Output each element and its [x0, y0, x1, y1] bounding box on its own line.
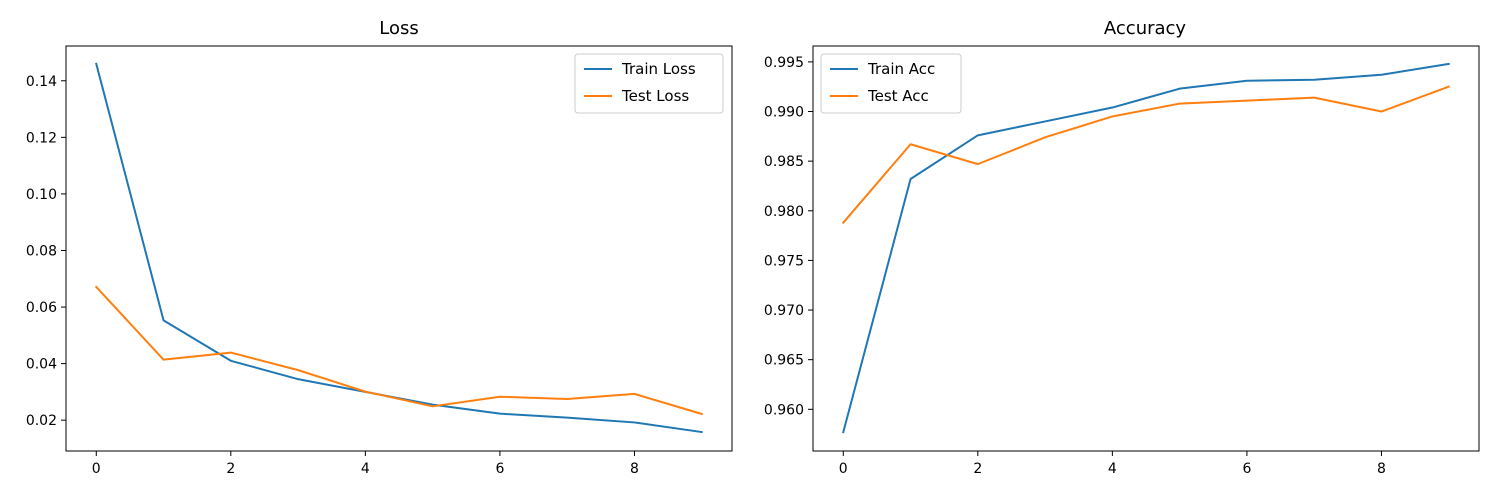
loss-chart-title: Loss [379, 18, 418, 39]
loss-series-test-loss [94, 285, 703, 416]
loss-panel: Loss 0 2 4 6 8 0.02 0.04 0.06 0.08 0.10 0.12 0.14 Tr… [26, 18, 733, 477]
loss-y-tick-label: 0.08 [26, 243, 57, 259]
accuracy-series-train-acc [842, 62, 1450, 434]
accuracy-axes-frame [812, 45, 1480, 452]
loss-x-tick-label: 4 [361, 461, 370, 477]
loss-series-train-loss [95, 62, 703, 434]
accuracy-legend-label: Test Acc [867, 87, 929, 105]
accuracy-legend: Train Acc Test Acc [820, 53, 962, 114]
loss-y-tick-label: 0.14 [26, 74, 57, 90]
loss-x-tick-label: 6 [495, 461, 504, 477]
accuracy-y-tick-label: 0.965 [764, 353, 804, 369]
accuracy-chart-title: Accuracy [1104, 18, 1187, 39]
accuracy-x-tick-label: 4 [1108, 461, 1117, 477]
loss-y-tick-label: 0.10 [26, 187, 57, 203]
accuracy-y-tick-label: 0.995 [764, 55, 804, 71]
loss-y-tick-label: 0.12 [26, 130, 57, 146]
loss-x-tick-label: 0 [92, 461, 101, 477]
accuracy-y-tick-label: 0.960 [764, 402, 804, 418]
accuracy-x-tick-label: 6 [1242, 461, 1251, 477]
accuracy-x-tick-label: 8 [1377, 461, 1386, 477]
accuracy-panel: Accuracy 0 2 4 6 8 0.960 0.965 0.970 0.975 0.980 0… [764, 18, 1480, 477]
accuracy-y-tick-label: 0.970 [764, 303, 804, 319]
accuracy-x-tick-label: 2 [973, 461, 982, 477]
accuracy-y-tick-label: 0.980 [764, 204, 804, 220]
accuracy-legend-label: Train Acc [867, 60, 935, 78]
accuracy-x-tick-label: 0 [839, 461, 848, 477]
loss-axes-frame [65, 45, 733, 452]
accuracy-series-test-acc [841, 85, 1451, 225]
loss-x-tick-label: 2 [226, 461, 235, 477]
loss-legend-label: Test Loss [621, 87, 689, 105]
accuracy-y-tick-label: 0.990 [764, 105, 804, 121]
loss-y-tick-label: 0.02 [26, 413, 57, 429]
loss-y-tick-label: 0.04 [26, 357, 57, 373]
loss-y-tick-label: 0.06 [26, 300, 57, 316]
loss-legend-label: Train Loss [621, 60, 696, 78]
accuracy-y-tick-label: 0.975 [764, 253, 804, 269]
loss-legend: Train Loss Test Loss [574, 53, 724, 114]
loss-x-tick-label: 8 [630, 461, 639, 477]
accuracy-y-tick-label: 0.985 [764, 154, 804, 170]
